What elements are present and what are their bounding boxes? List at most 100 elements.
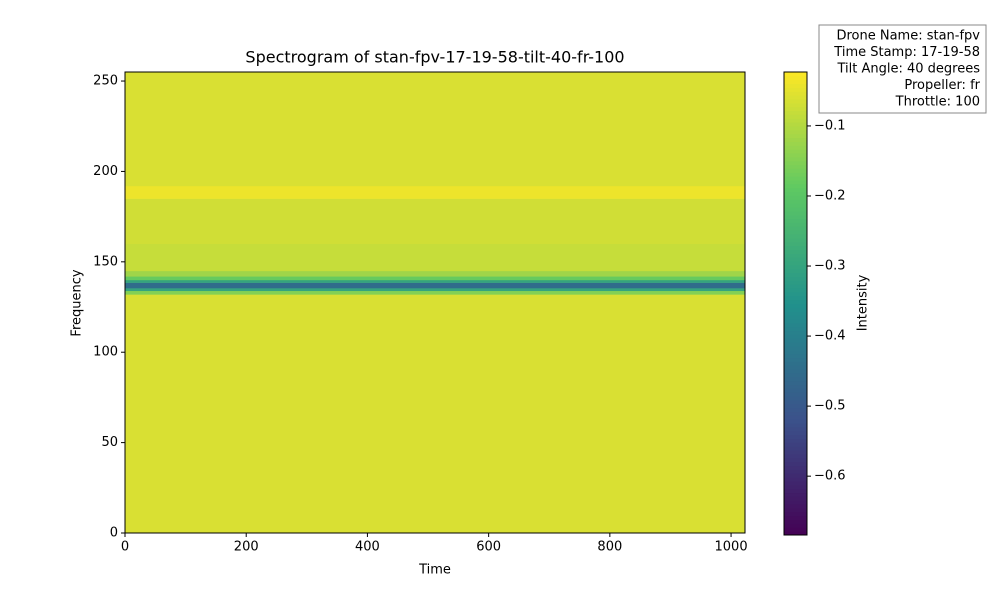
colorbar-strip [784,342,807,347]
colorbar-strip [784,280,807,285]
colorbar-strip [784,303,807,308]
colorbar-strip [784,453,807,459]
colorbar-strip [784,168,807,173]
spectrogram-band [125,270,745,277]
colorbar-strip [784,199,807,204]
colorbar-strip [784,257,807,262]
spectrogram-band [125,72,745,187]
annotation-line: Tilt Angle: 40 degrees [836,62,980,77]
colorbar-strip [784,91,807,96]
colorbar-strip [784,480,807,486]
colorbar-tick-label: −0.4 [814,329,846,344]
colorbar-strip [784,507,807,513]
colorbar-frame [783,71,808,536]
spectrogram-band [125,288,745,292]
colorbar-strip [784,407,807,413]
annotation-line: Propeller: fr [904,78,980,93]
colorbar-strip [784,272,807,277]
colorbar-strip [784,284,807,289]
colorbar-strip [784,384,807,389]
colorbar-strip [784,477,807,482]
colorbar-strip [784,349,807,355]
y-tick-label: 100 [93,345,118,360]
colorbar-strip [784,87,807,92]
colorbar-strip [784,122,807,127]
colorbar-strip [784,311,807,316]
colorbar-tick-label: −0.3 [814,259,846,274]
colorbar-strip [784,95,807,100]
colorbar-strip [784,415,807,420]
annotation-line: Throttle: 100 [895,95,980,110]
colorbar-strip [784,234,807,239]
colorbar-strip [784,72,807,77]
annotation-line: Drone Name: stan-fpv [836,29,980,44]
x-tick-label: 200 [234,540,259,555]
colorbar-strip [784,156,807,162]
colorbar-strip [784,357,807,362]
colorbar-strip [784,110,807,115]
colorbar-strip [784,527,807,532]
x-tick-label: 1000 [715,540,748,555]
colorbar-label: Intensity [856,274,871,331]
colorbar-strip [784,75,807,81]
colorbar-strip [784,191,807,196]
colorbar-strip [784,396,807,401]
x-tick-label: 0 [121,540,129,555]
colorbar-strip [784,430,807,436]
colorbar-strip [784,322,807,328]
spectrogram-band [125,279,745,283]
colorbar-strip [784,226,807,231]
colorbar-strip [784,99,807,104]
colorbar-strip [784,423,807,428]
colorbar-strip [784,500,807,505]
colorbar-strip [784,106,807,112]
spectrogram-band [125,243,745,272]
spectrogram-band [125,290,745,295]
colorbar-strip [784,392,807,397]
colorbar-strip [784,207,807,212]
colorbar-strip [784,361,807,366]
colorbar-strip [784,457,807,463]
colorbar-strip [784,372,807,378]
colorbar-strip [784,388,807,393]
x-tick-label: 400 [355,540,380,555]
spectrogram-band [125,185,745,199]
colorbar-strip [784,126,807,131]
colorbar-tick-label: −0.5 [814,399,846,414]
colorbar-strip [784,450,807,455]
colorbar-strip [784,446,807,451]
colorbar-strip [784,326,807,332]
colorbar-strip [784,523,807,528]
colorbar-strip [784,484,807,490]
colorbar-strip [784,164,807,169]
colorbar-strip [784,137,807,142]
colorbar-strip [784,118,807,123]
colorbar-strip [784,253,807,258]
colorbar-strip [784,403,807,409]
colorbar-strip [784,469,807,474]
y-tick-label: 0 [110,526,118,541]
colorbar-strip [784,129,807,135]
x-axis-label: Time [418,563,451,578]
colorbar-strip [784,376,807,382]
colorbar-strip [784,434,807,440]
colorbar-strip [784,504,807,509]
x-tick-label: 800 [597,540,622,555]
colorbar-strip [784,268,807,274]
colorbar-strip [784,264,807,270]
colorbar-strip [784,531,807,536]
colorbar-strip [784,338,807,343]
colorbar-strip [784,473,807,478]
colorbar-strip [784,496,807,501]
colorbar-strip [784,241,807,247]
colorbar-strip [784,515,807,521]
colorbar-strip [784,249,807,254]
annotation-line: Time Stamp: 17-19-58 [833,45,980,60]
colorbar-strip [784,295,807,301]
colorbar-strip [784,315,807,320]
colorbar-strip [784,102,807,108]
colorbar-strip [784,426,807,432]
colorbar-strip [784,438,807,443]
y-tick-label: 250 [93,74,118,89]
